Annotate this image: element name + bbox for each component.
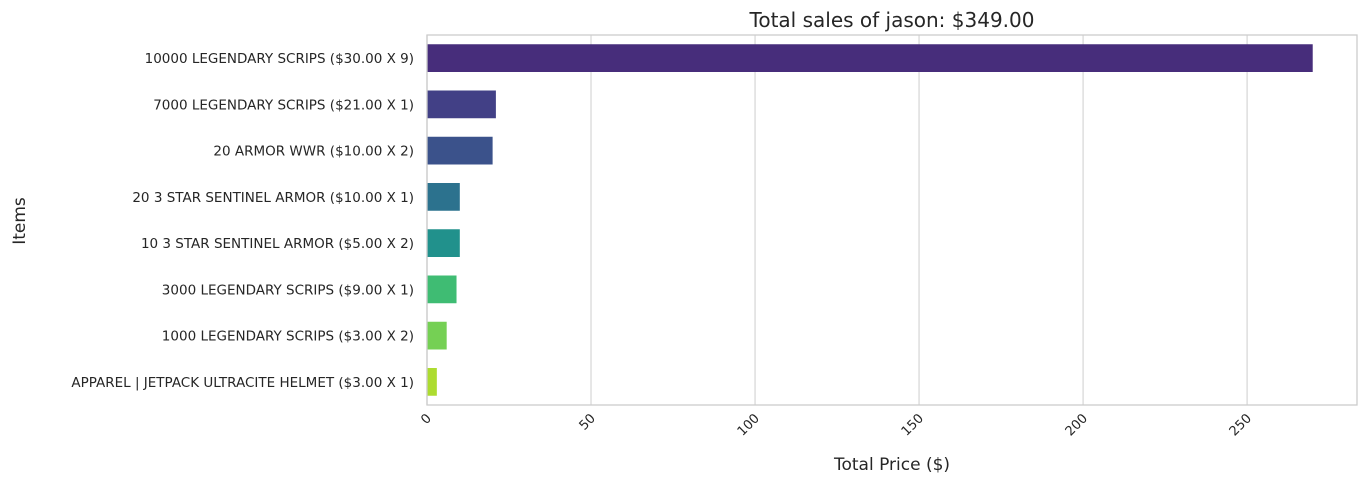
y-tick-label: 20 ARMOR WWR ($10.00 X 2) [213,144,414,160]
x-tick-label: 100 [735,411,763,439]
y-tick-labels: 10000 LEGENDARY SCRIPS ($30.00 X 9) 7000 … [71,51,414,391]
bar [427,275,457,304]
x-axis-label: Total Price ($) [833,455,950,475]
chart-title: Total sales of jason: $349.00 [749,8,1035,32]
plot-frame [426,34,1358,406]
y-tick-label: 10000 LEGENDARY SCRIPS ($30.00 X 9) [145,51,414,67]
y-axis-label: Items [10,197,30,245]
y-tick-label: 7000 LEGENDARY SCRIPS ($21.00 X 1) [153,97,414,113]
grid-lines [426,35,1248,405]
x-tick-label: 150 [899,411,927,439]
bar [427,44,1313,72]
y-tick-label: 10 3 STAR SENTINEL ARMOR ($5.00 X 2) [141,236,414,252]
bar [427,183,460,211]
x-tick-label: 50 [577,411,599,433]
bar [427,321,447,350]
bar [427,136,493,165]
y-tick-label: 3000 LEGENDARY SCRIPS ($9.00 X 1) [162,282,414,298]
y-tick-label: 1000 LEGENDARY SCRIPS ($3.00 X 2) [162,329,414,345]
x-tick-label: 250 [1227,411,1255,439]
x-tick-label: 0 [418,411,434,427]
y-tick-label: APPAREL | JETPACK ULTRACITE HELMET ($3.0… [71,375,414,391]
bar [427,229,460,257]
bar [427,90,496,119]
x-tick-label: 200 [1063,411,1091,439]
x-tick-labels: 0 50 100 150 200 250 [418,411,1255,439]
y-tick-label: 20 3 STAR SENTINEL ARMOR ($10.00 X 1) [132,190,414,206]
bar [427,368,437,396]
bars [427,44,1313,396]
